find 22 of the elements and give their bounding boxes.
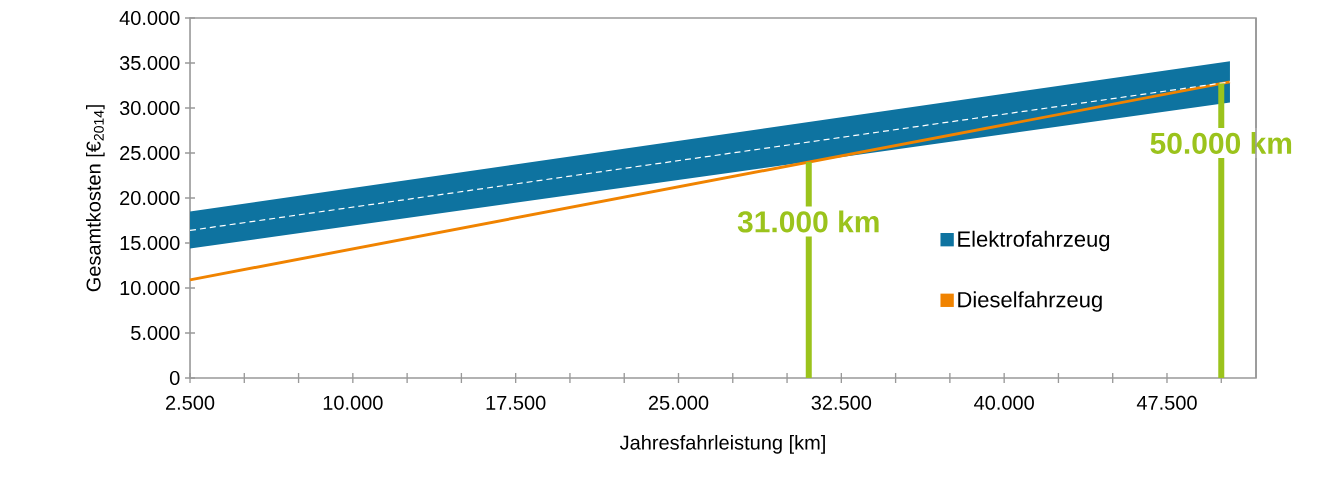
y-axis-title: Gesamtkosten [€$_{2014}$] [86,105,105,292]
ref-line-label: 50.000 km [1150,131,1292,154]
x-tick-label: 17.500 [486,395,546,410]
y-tick-label: 35.000 [119,55,180,71]
ref-line-label: 31.000 km [737,210,879,233]
y-tick-label: 30.000 [119,100,180,116]
y-tick-label: 5.000 [131,325,180,341]
x-tick-label: 25.000 [648,395,709,410]
x-tick-label: 47.500 [1136,395,1197,410]
y-tick-label: 15.000 [120,235,180,251]
y-tick-label: 20.000 [120,190,180,206]
x-tick-label: 10.000 [323,395,383,410]
x-tick-label: 2.500 [166,395,215,410]
x-tick-label: 40.000 [974,395,1034,410]
legend-label: Dieselfahrzeug [958,291,1102,312]
x-tick-label: 32.500 [811,395,872,410]
y-tick-label: 40.000 [119,10,180,26]
y-tick-label: 0 [169,370,180,386]
x-axis-title: Jahresfahrleistung [km] [619,435,825,454]
y-tick-label: 25.000 [120,145,180,161]
legend-label: Elektrofahrzeug [958,230,1110,252]
y-tick-label: 10.000 [120,280,180,296]
